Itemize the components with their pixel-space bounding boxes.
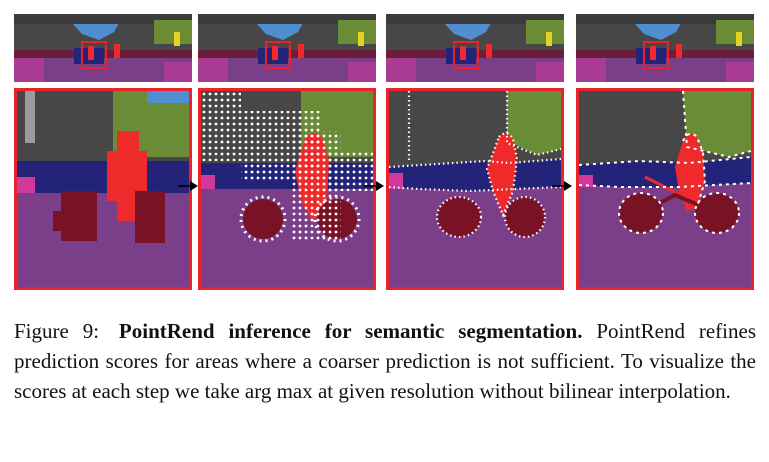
figure-9 [14,14,754,290]
figure-caption: Figure 9: PointRend inference for semant… [14,316,756,406]
caption-label: Figure 9: [14,319,100,343]
zoom-panel-refine-1 [198,88,376,290]
zoom-panel-refine-2 [386,88,564,290]
scene-thumbnail-1 [14,14,192,82]
zoom-panel-coarse [14,88,192,290]
scene-thumbnail-2 [198,14,376,82]
arrow-right-icon [178,181,198,191]
arrow-right-icon [364,181,384,191]
arrow-right-icon [552,181,572,191]
zoom-panel-final [576,88,754,290]
caption-body-2: at given resolution without bilinear int… [317,379,731,403]
caption-title: PointRend inference for semantic segment… [118,319,583,343]
caption-math: arg max [244,379,313,403]
scene-thumbnail-4 [576,14,754,82]
scene-thumbnail-3 [386,14,564,82]
caption-body-1: PointRend refines prediction scores for … [14,319,757,403]
